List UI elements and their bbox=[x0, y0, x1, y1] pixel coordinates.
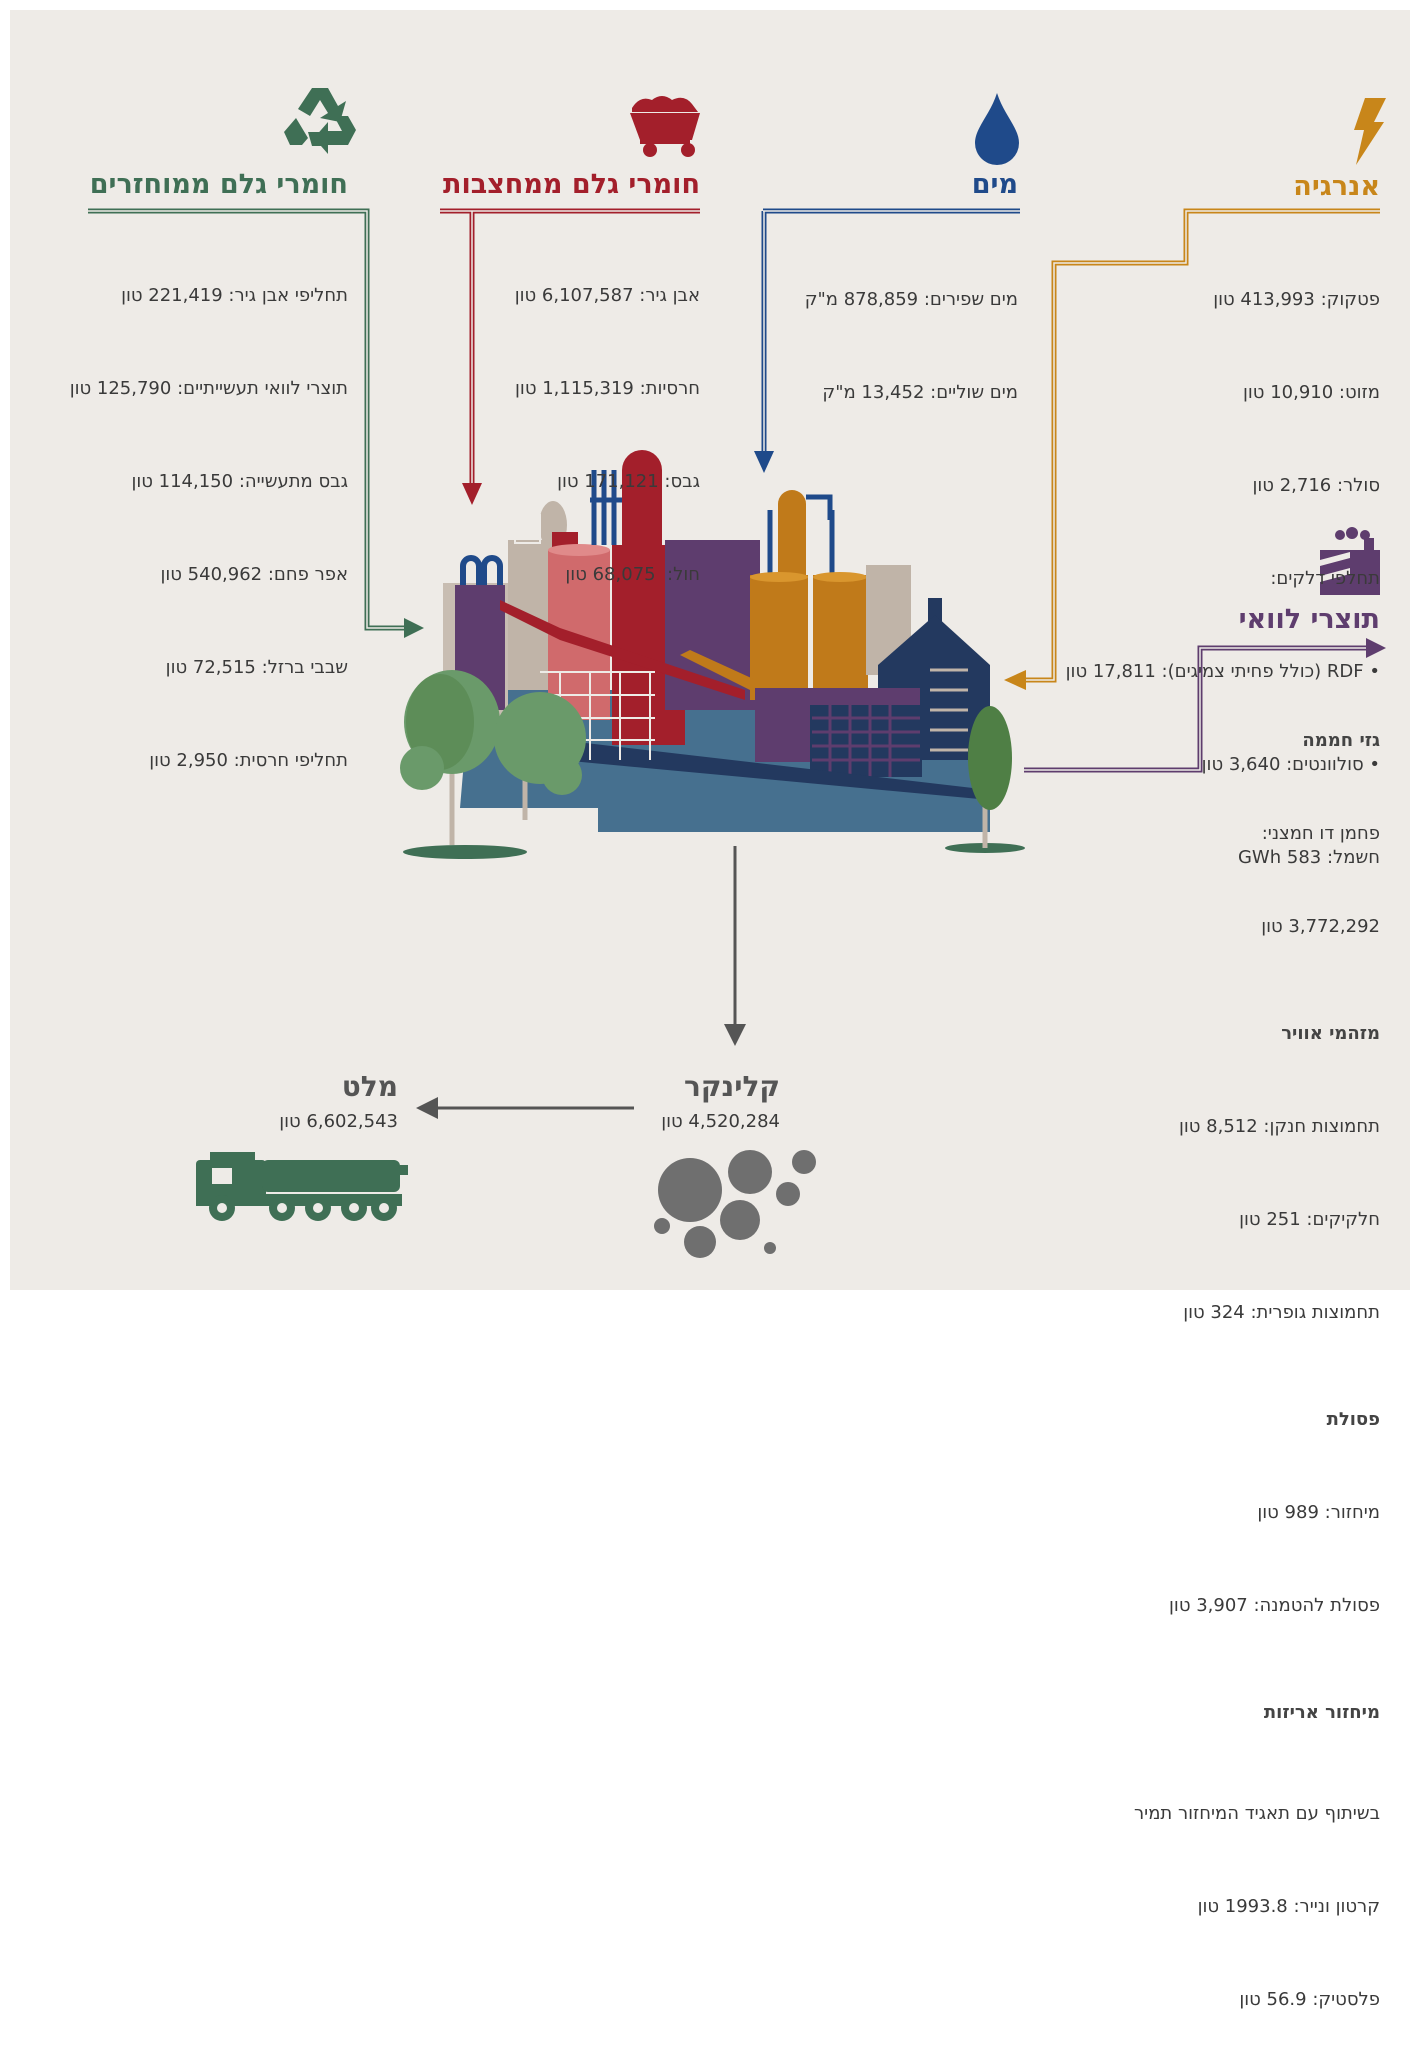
line: פחמן דו חמצני: bbox=[1134, 818, 1380, 849]
line-list: גזי חממה פחמן דו חמצני: 3,772,292 טון מז… bbox=[1134, 663, 1380, 2046]
group-title: גזי חממה bbox=[1134, 725, 1380, 756]
section-title: אנרגיה bbox=[1293, 170, 1380, 204]
line: תחמוצות חנקן: 8,512 טון bbox=[1134, 1111, 1380, 1142]
group-title: פסולת bbox=[1134, 1404, 1380, 1435]
page: חומרי גלם ממוחזרים תחליפי אבן גיר: 221,4… bbox=[0, 0, 1421, 1298]
line: פטקוק: 413,993 טון bbox=[1066, 284, 1380, 315]
section-title: מים bbox=[972, 168, 1018, 202]
line: פלסטיק: 56.9 טון bbox=[1134, 1984, 1380, 2015]
line: אבן גיר: 6,107,587 טון bbox=[515, 280, 700, 311]
section-title: חומרי גלם ממחצבות bbox=[443, 168, 700, 202]
line: חול: 68,075 טון bbox=[515, 559, 700, 590]
output-amount: 6,602,543 טון bbox=[279, 1106, 398, 1137]
line: שבבי ברזל: 72,515 טון bbox=[70, 652, 348, 683]
line: גבס: 171,121 טון bbox=[515, 466, 700, 497]
line: תחלפי דלקים: bbox=[1066, 563, 1380, 594]
line: חרסיות: 1,115,319 טון bbox=[515, 373, 700, 404]
output-amount: 4,520,284 טון bbox=[661, 1106, 780, 1137]
line-list: מים שפירים: 878,859 מ"ק מים שוליים: 13,4… bbox=[805, 222, 1018, 439]
line: סולר: 2,716 טון bbox=[1066, 470, 1380, 501]
group-title: מיחזור אריזות bbox=[1134, 1697, 1380, 1728]
line-list: תחליפי אבן גיר: 221,419 טון תוצרי לוואי … bbox=[70, 218, 348, 807]
line: מים שוליים: 13,452 מ"ק bbox=[805, 377, 1018, 408]
section-title: חומרי גלם ממוחזרים bbox=[90, 168, 348, 202]
section-title: תוצרי לוואי bbox=[1239, 603, 1380, 637]
line: מים שפירים: 878,859 מ"ק bbox=[805, 284, 1018, 315]
line: אפר פחם: 540,962 טון bbox=[70, 559, 348, 590]
factory bbox=[400, 450, 1025, 859]
line: פסולת להטמנה: 3,907 טון bbox=[1134, 1590, 1380, 1621]
line: גבס מתעשייה: 114,150 טון bbox=[70, 466, 348, 497]
line: חלקיקים: 251 טון bbox=[1134, 1204, 1380, 1235]
line: מיחזור: 989 טון bbox=[1134, 1497, 1380, 1528]
line: בשיתוף עם תאגיד המיחזור תמיר bbox=[1134, 1798, 1380, 1829]
line: תחליפי אבן גיר: 221,419 טון bbox=[70, 280, 348, 311]
line: תחליפי חרסית: 2,950 טון bbox=[70, 745, 348, 776]
output-title: קלינקר bbox=[684, 1070, 780, 1104]
output-title: מלט bbox=[342, 1070, 398, 1104]
group-title: מזהמי אוויר bbox=[1134, 1018, 1380, 1049]
line: תחמוצות גופרית: 324 טון bbox=[1134, 1297, 1380, 1328]
line: מזוט: 10,910 טון bbox=[1066, 377, 1380, 408]
line-list: אבן גיר: 6,107,587 טון חרסיות: 1,115,319… bbox=[515, 218, 700, 621]
line: תוצרי לוואי תעשייתיים: 125,790 טון bbox=[70, 373, 348, 404]
line: קרטון ונייר: 1993.8 טון bbox=[1134, 1891, 1380, 1922]
line: 3,772,292 טון bbox=[1134, 911, 1380, 942]
